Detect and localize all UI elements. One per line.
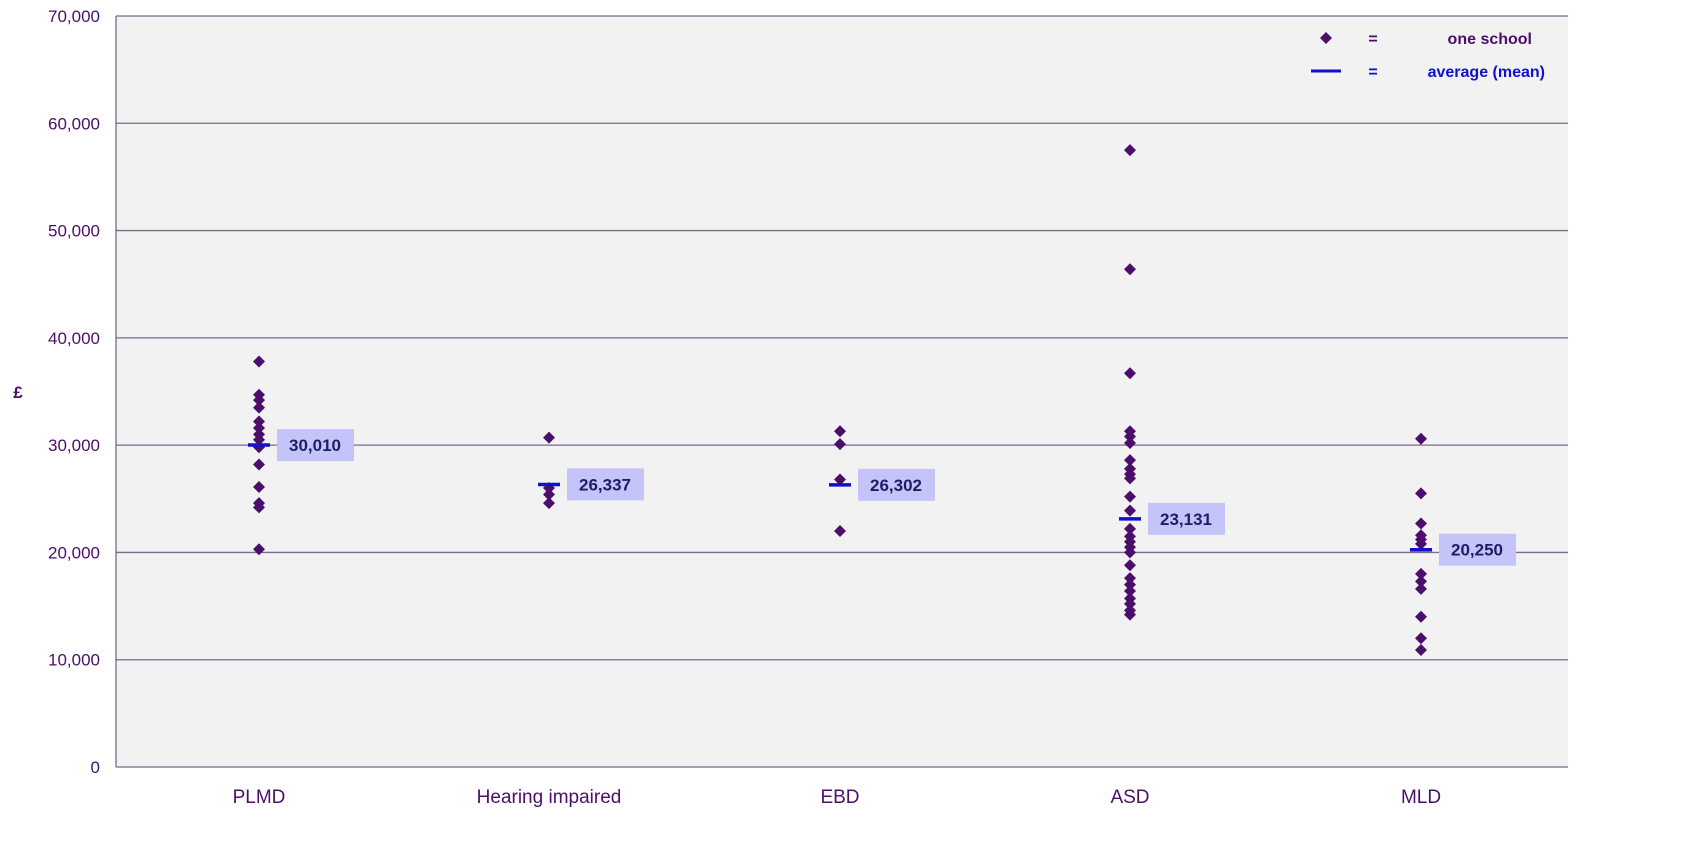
- data-point: [1415, 582, 1427, 595]
- data-point: [543, 497, 555, 510]
- data-point: [834, 524, 846, 537]
- plot-area: [116, 16, 1568, 767]
- mean-markers: 30,010 26,337 26,302 23,131 20,250: [248, 429, 1516, 566]
- data-point: [1124, 559, 1136, 572]
- data-point: [1415, 575, 1427, 588]
- data-point: [1415, 567, 1427, 580]
- mean-label: 30,010: [289, 436, 341, 455]
- gridlines: [116, 15, 1568, 768]
- x-axis: PLMD Hearing impaired EBD ASD MLD: [233, 787, 1441, 808]
- mean-label-box: [277, 429, 354, 462]
- x-tick-label: EBD: [820, 787, 859, 808]
- data-point: [834, 425, 846, 438]
- data-point: [253, 401, 265, 414]
- y-tick-label: 50,000: [48, 222, 100, 241]
- data-point: [1124, 608, 1136, 621]
- x-tick-label: PLMD: [233, 787, 286, 808]
- data-point: [1124, 430, 1136, 443]
- data-point: [1124, 597, 1136, 610]
- y-tick-label: 70,000: [48, 7, 100, 26]
- y-tick-label: 0: [91, 758, 100, 777]
- y-tick-label: 40,000: [48, 329, 100, 348]
- y-tick-label: 20,000: [48, 543, 100, 562]
- data-point: [253, 543, 265, 556]
- data-point: [1415, 432, 1427, 445]
- data-point: [253, 355, 265, 368]
- mean-label-box: [858, 468, 935, 501]
- data-point: [1124, 585, 1136, 598]
- y-axis: 0 10,000 20,000 30,000 40,000 50,000 60,000 70,…: [48, 7, 117, 777]
- data-point: [543, 488, 555, 501]
- data-point: [1124, 522, 1136, 535]
- mean-label-box: [1439, 533, 1516, 566]
- data-point: [1124, 572, 1136, 585]
- data-point: [1124, 578, 1136, 591]
- data-point: [1124, 263, 1136, 276]
- data-point: [1124, 144, 1136, 157]
- data-point: [1124, 436, 1136, 449]
- y-axis-label: £: [13, 383, 23, 402]
- x-tick-label: Hearing impaired: [477, 787, 622, 808]
- y-tick-label: 60,000: [48, 114, 100, 133]
- data-point: [253, 480, 265, 493]
- mean-label-box: [567, 468, 644, 501]
- data-point: [1415, 537, 1427, 550]
- mean-label-box: [1148, 502, 1225, 535]
- data-point: [1124, 490, 1136, 503]
- mean-label: 20,250: [1451, 541, 1503, 560]
- data-point: [1124, 472, 1136, 485]
- x-tick-label: MLD: [1401, 787, 1441, 808]
- x-tick-label: ASD: [1110, 787, 1149, 808]
- data-point: [1415, 610, 1427, 623]
- data-point: [253, 394, 265, 407]
- data-point: [1415, 487, 1427, 500]
- legend-label-one-school: one school: [1448, 31, 1532, 48]
- data-point: [543, 431, 555, 444]
- data-point: [1415, 517, 1427, 530]
- data-point: [1415, 632, 1427, 645]
- y-tick-label: 10,000: [48, 651, 100, 670]
- data-point: [253, 501, 265, 514]
- mean-label: 23,131: [1160, 510, 1212, 529]
- data-point: [1124, 504, 1136, 517]
- data-point: [1415, 644, 1427, 657]
- y-tick-label: 30,000: [48, 436, 100, 455]
- data-point: [253, 458, 265, 471]
- mean-label: 26,302: [870, 476, 922, 495]
- legend-equals: =: [1368, 64, 1377, 81]
- data-point: [253, 433, 265, 446]
- data-point: [253, 415, 265, 428]
- legend-equals: =: [1368, 31, 1377, 48]
- data-point: [1124, 454, 1136, 467]
- legend-label-average-mean: average (mean): [1428, 64, 1545, 81]
- diamond-icon: [1320, 32, 1332, 44]
- data-point: [1124, 546, 1136, 559]
- data-point: [253, 421, 265, 434]
- data-point: [834, 473, 846, 486]
- legend: = one school = average (mean): [1311, 31, 1545, 81]
- mean-label: 26,337: [579, 475, 631, 494]
- data-point: [1124, 367, 1136, 380]
- data-point: [834, 438, 846, 451]
